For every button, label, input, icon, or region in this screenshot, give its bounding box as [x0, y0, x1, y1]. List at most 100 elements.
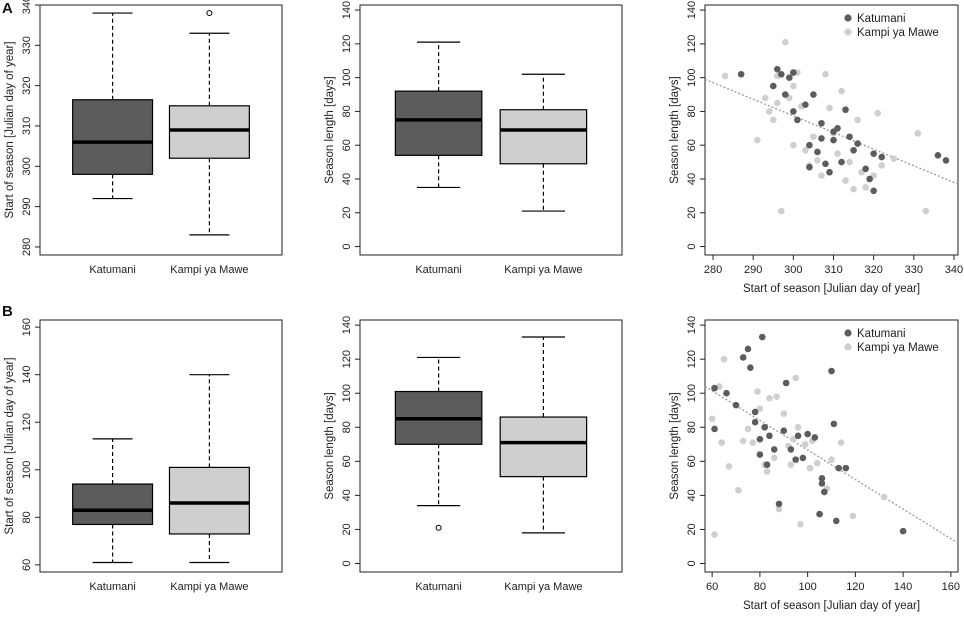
y-tick-label: 20 [686, 523, 698, 535]
data-point [850, 146, 857, 154]
data-point [846, 158, 853, 166]
data-point [806, 141, 813, 149]
data-point [769, 82, 777, 90]
data-point [747, 364, 754, 371]
chart-b1: 60 80 100 120 140 160 Start of season [Julian … [4, 318, 283, 593]
data-point [756, 451, 764, 458]
data-point [810, 91, 817, 98]
x-category-label: Kampi ya Mawe [170, 264, 248, 276]
data-point [811, 434, 819, 441]
data-point [878, 162, 885, 169]
y-tick-label: 100 [341, 68, 353, 86]
outlier-point [435, 524, 442, 531]
y-axis-label: Start of season [Julian day of year] [4, 357, 16, 534]
x-axis-label: Start of season [Julian day of year] [743, 283, 920, 295]
data-point [866, 175, 873, 183]
data-point [780, 427, 788, 434]
data-point [754, 388, 761, 395]
data-point [804, 430, 811, 438]
legend-label: Katumani [857, 328, 906, 340]
data-point [766, 432, 773, 440]
y-tick-label: 100 [686, 384, 698, 402]
legend-marker [844, 14, 852, 22]
series-kampi-ya-mawe [708, 355, 888, 538]
data-point [854, 140, 861, 147]
box-iqr [168, 466, 250, 535]
data-point [830, 420, 838, 428]
series-kampi-ya-mawe [721, 38, 930, 215]
y-tick-label: 80 [686, 421, 698, 433]
y-tick-label: 60 [341, 139, 353, 151]
x-tick-label: 330 [905, 264, 923, 276]
box-iqr [394, 90, 483, 156]
box-iqr [168, 105, 250, 159]
data-point [826, 168, 833, 176]
box-iqr [499, 109, 588, 165]
plot-frame [359, 319, 623, 573]
box-kampi-ya-mawe [168, 10, 250, 236]
data-point [878, 153, 885, 161]
data-point [794, 432, 802, 440]
data-point [770, 454, 778, 462]
panel-label-b: B [2, 303, 13, 320]
series-katumani [711, 333, 907, 535]
data-point [794, 423, 802, 431]
data-point [756, 405, 764, 412]
box-kampi-ya-mawe [499, 336, 588, 534]
y-tick-label: 140 [341, 1, 353, 19]
box-katumani [72, 12, 154, 200]
data-point [822, 70, 829, 78]
chart-a2: 0 20 40 60 80 100 120 140 Season length [days] Ka… [324, 1, 623, 276]
x-category-label: Kampi ya Mawe [504, 264, 582, 276]
data-point [778, 70, 785, 78]
data-point [780, 410, 788, 417]
y-tick-label: 80 [686, 105, 698, 117]
outlier-point [206, 10, 213, 17]
x-tick-label: 160 [942, 581, 960, 593]
y-tick-label: 80 [341, 421, 353, 433]
data-point [842, 106, 849, 114]
y-tick-label: 0 [341, 243, 353, 249]
data-point [834, 150, 841, 157]
y-tick-label: 160 [21, 318, 33, 336]
plot-frame [704, 4, 959, 256]
data-point [806, 163, 813, 171]
y-axis-label: Season length [days] [669, 392, 681, 499]
data-point [735, 486, 742, 494]
y-tick-label: 40 [686, 489, 698, 501]
x-tick-label: 140 [894, 581, 912, 593]
plot-frame [704, 319, 959, 573]
data-point [773, 65, 781, 73]
data-point [790, 108, 797, 115]
legend-marker [844, 28, 852, 36]
data-point [732, 401, 740, 409]
series-katumani [737, 65, 950, 195]
trend-line [704, 385, 959, 544]
legend-marker [844, 343, 852, 351]
data-point [769, 116, 777, 124]
data-point [782, 379, 790, 387]
data-point [744, 425, 752, 433]
x-tick-label: 120 [846, 581, 864, 593]
data-point [711, 425, 718, 433]
data-point [718, 439, 726, 446]
data-point [806, 464, 814, 472]
y-tick-label: 100 [21, 461, 33, 479]
x-tick-label: 300 [784, 264, 802, 276]
data-point [790, 435, 797, 443]
data-point [934, 152, 942, 159]
x-category-label: Kampi ya Mawe [504, 581, 582, 593]
data-point [890, 155, 898, 163]
data-point [838, 158, 845, 166]
data-point [763, 468, 771, 475]
data-point [818, 475, 826, 482]
data-point [758, 333, 766, 341]
box-katumani [72, 438, 154, 564]
plot-frame [39, 4, 283, 256]
y-tick-label: 0 [686, 560, 698, 566]
data-point [753, 136, 761, 144]
y-tick-label: 140 [21, 365, 33, 383]
data-point [766, 395, 773, 402]
data-point [821, 488, 828, 496]
data-point [721, 72, 729, 80]
